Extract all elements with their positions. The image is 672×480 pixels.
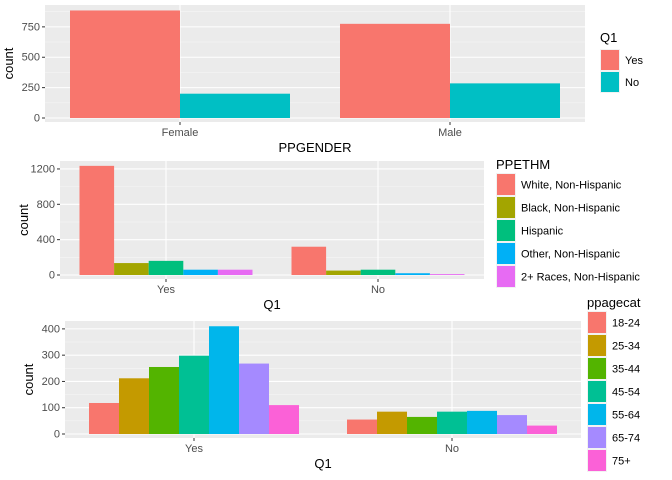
legend-key	[588, 381, 606, 402]
x-tick-label: Yes	[185, 443, 203, 455]
y-tick-label: 400	[37, 234, 55, 246]
legend: Q1 Yes No	[600, 30, 643, 93]
x-tick-label: Male	[438, 127, 462, 139]
y-tick-label: 400	[42, 323, 60, 335]
legend-label: No	[625, 77, 639, 89]
y-tick-label: 250	[22, 82, 40, 94]
bar	[239, 363, 269, 434]
chart-3: 0 100 200 300 400 Yes No Q1 count ppagecat 18-24 25…	[21, 295, 641, 472]
y-tick-label: 300	[42, 350, 60, 362]
legend-label: 45-54	[612, 387, 640, 399]
bar	[326, 270, 361, 275]
legend-label: Hispanic	[521, 226, 564, 238]
bar	[217, 269, 253, 275]
x-tick-label: No	[445, 443, 459, 455]
bar	[180, 93, 290, 118]
y-axis-label: count	[1, 47, 16, 79]
y-tick-label: 100	[42, 402, 60, 414]
legend-label: 35-44	[612, 364, 640, 376]
bar	[148, 260, 184, 275]
legend-label: Other, Non-Hispanic	[521, 249, 621, 261]
bar	[527, 425, 557, 434]
legend-key	[497, 220, 515, 241]
legend-title: Q1	[600, 30, 617, 45]
bar	[119, 378, 149, 434]
legend-label: 65-74	[612, 433, 640, 445]
bar	[209, 326, 239, 434]
y-axis-label: count	[16, 204, 31, 236]
legend-key	[588, 358, 606, 379]
bar	[429, 274, 465, 275]
bar	[340, 23, 450, 118]
chart-2: 0 400 800 1200 Yes No Q1 count PPETHM White, Non-…	[16, 157, 640, 312]
bar	[183, 269, 218, 275]
legend: PPETHM White, Non-Hispanic Black, Non-Hisp…	[496, 157, 640, 288]
bar	[360, 269, 396, 275]
bar	[291, 246, 327, 275]
bar	[437, 411, 467, 434]
bar	[467, 410, 497, 434]
legend-key	[601, 72, 619, 92]
bar	[407, 416, 437, 434]
y-tick-label: 0	[34, 113, 40, 125]
legend-key	[497, 266, 515, 287]
legend-label: 25-34	[612, 341, 640, 353]
bar	[179, 355, 209, 434]
legend-key	[588, 335, 606, 356]
bar	[149, 366, 179, 434]
legend-key	[588, 427, 606, 448]
chart-1: 0 250 500 750 Female Male PPGENDER count Q1 Yes No	[1, 5, 643, 155]
y-tick-label: 1200	[31, 163, 55, 175]
bar	[70, 10, 180, 118]
legend-title: ppagecat	[587, 295, 641, 310]
legend-label: Yes	[625, 55, 643, 67]
bar	[79, 165, 115, 275]
y-tick-label: 500	[22, 52, 40, 64]
legend-title: PPETHM	[496, 157, 550, 172]
bar	[269, 405, 299, 434]
bar	[450, 83, 560, 118]
legend-key	[497, 243, 515, 264]
legend-key	[588, 404, 606, 425]
legend-label: 55-64	[612, 410, 640, 422]
x-axis-label: PPGENDER	[279, 140, 352, 155]
x-tick-label: Yes	[157, 284, 175, 296]
legend-key	[497, 174, 515, 195]
legend-key	[601, 50, 619, 70]
y-tick-label: 750	[22, 21, 40, 33]
legend: ppagecat 18-24 25-34 35-44 45-54 55-64 65-74 75…	[587, 295, 641, 472]
bar	[114, 263, 149, 275]
legend-label: 18-24	[612, 318, 640, 330]
bar	[497, 415, 527, 434]
bar	[347, 419, 377, 434]
legend-label: White, Non-Hispanic	[521, 180, 622, 192]
y-axis-label: count	[21, 363, 36, 395]
y-tick-label: 800	[37, 199, 55, 211]
legend-label: 2+ Races, Non-Hispanic	[521, 272, 640, 284]
legend-key	[497, 197, 515, 218]
x-tick-label: Female	[162, 127, 199, 139]
legend-label: 75+	[612, 456, 631, 468]
bar	[395, 273, 430, 275]
legend-label: Black, Non-Hispanic	[521, 203, 621, 215]
y-tick-label: 0	[49, 270, 55, 282]
bar	[377, 411, 407, 434]
x-axis-label: Q1	[314, 456, 331, 471]
bar	[89, 402, 119, 434]
legend-key	[588, 312, 606, 333]
x-axis-label: Q1	[263, 297, 280, 312]
x-tick-label: No	[371, 284, 385, 296]
y-tick-label: 200	[42, 376, 60, 388]
y-tick-label: 0	[54, 429, 60, 441]
legend-key	[588, 450, 606, 471]
plot-panel	[60, 161, 484, 279]
